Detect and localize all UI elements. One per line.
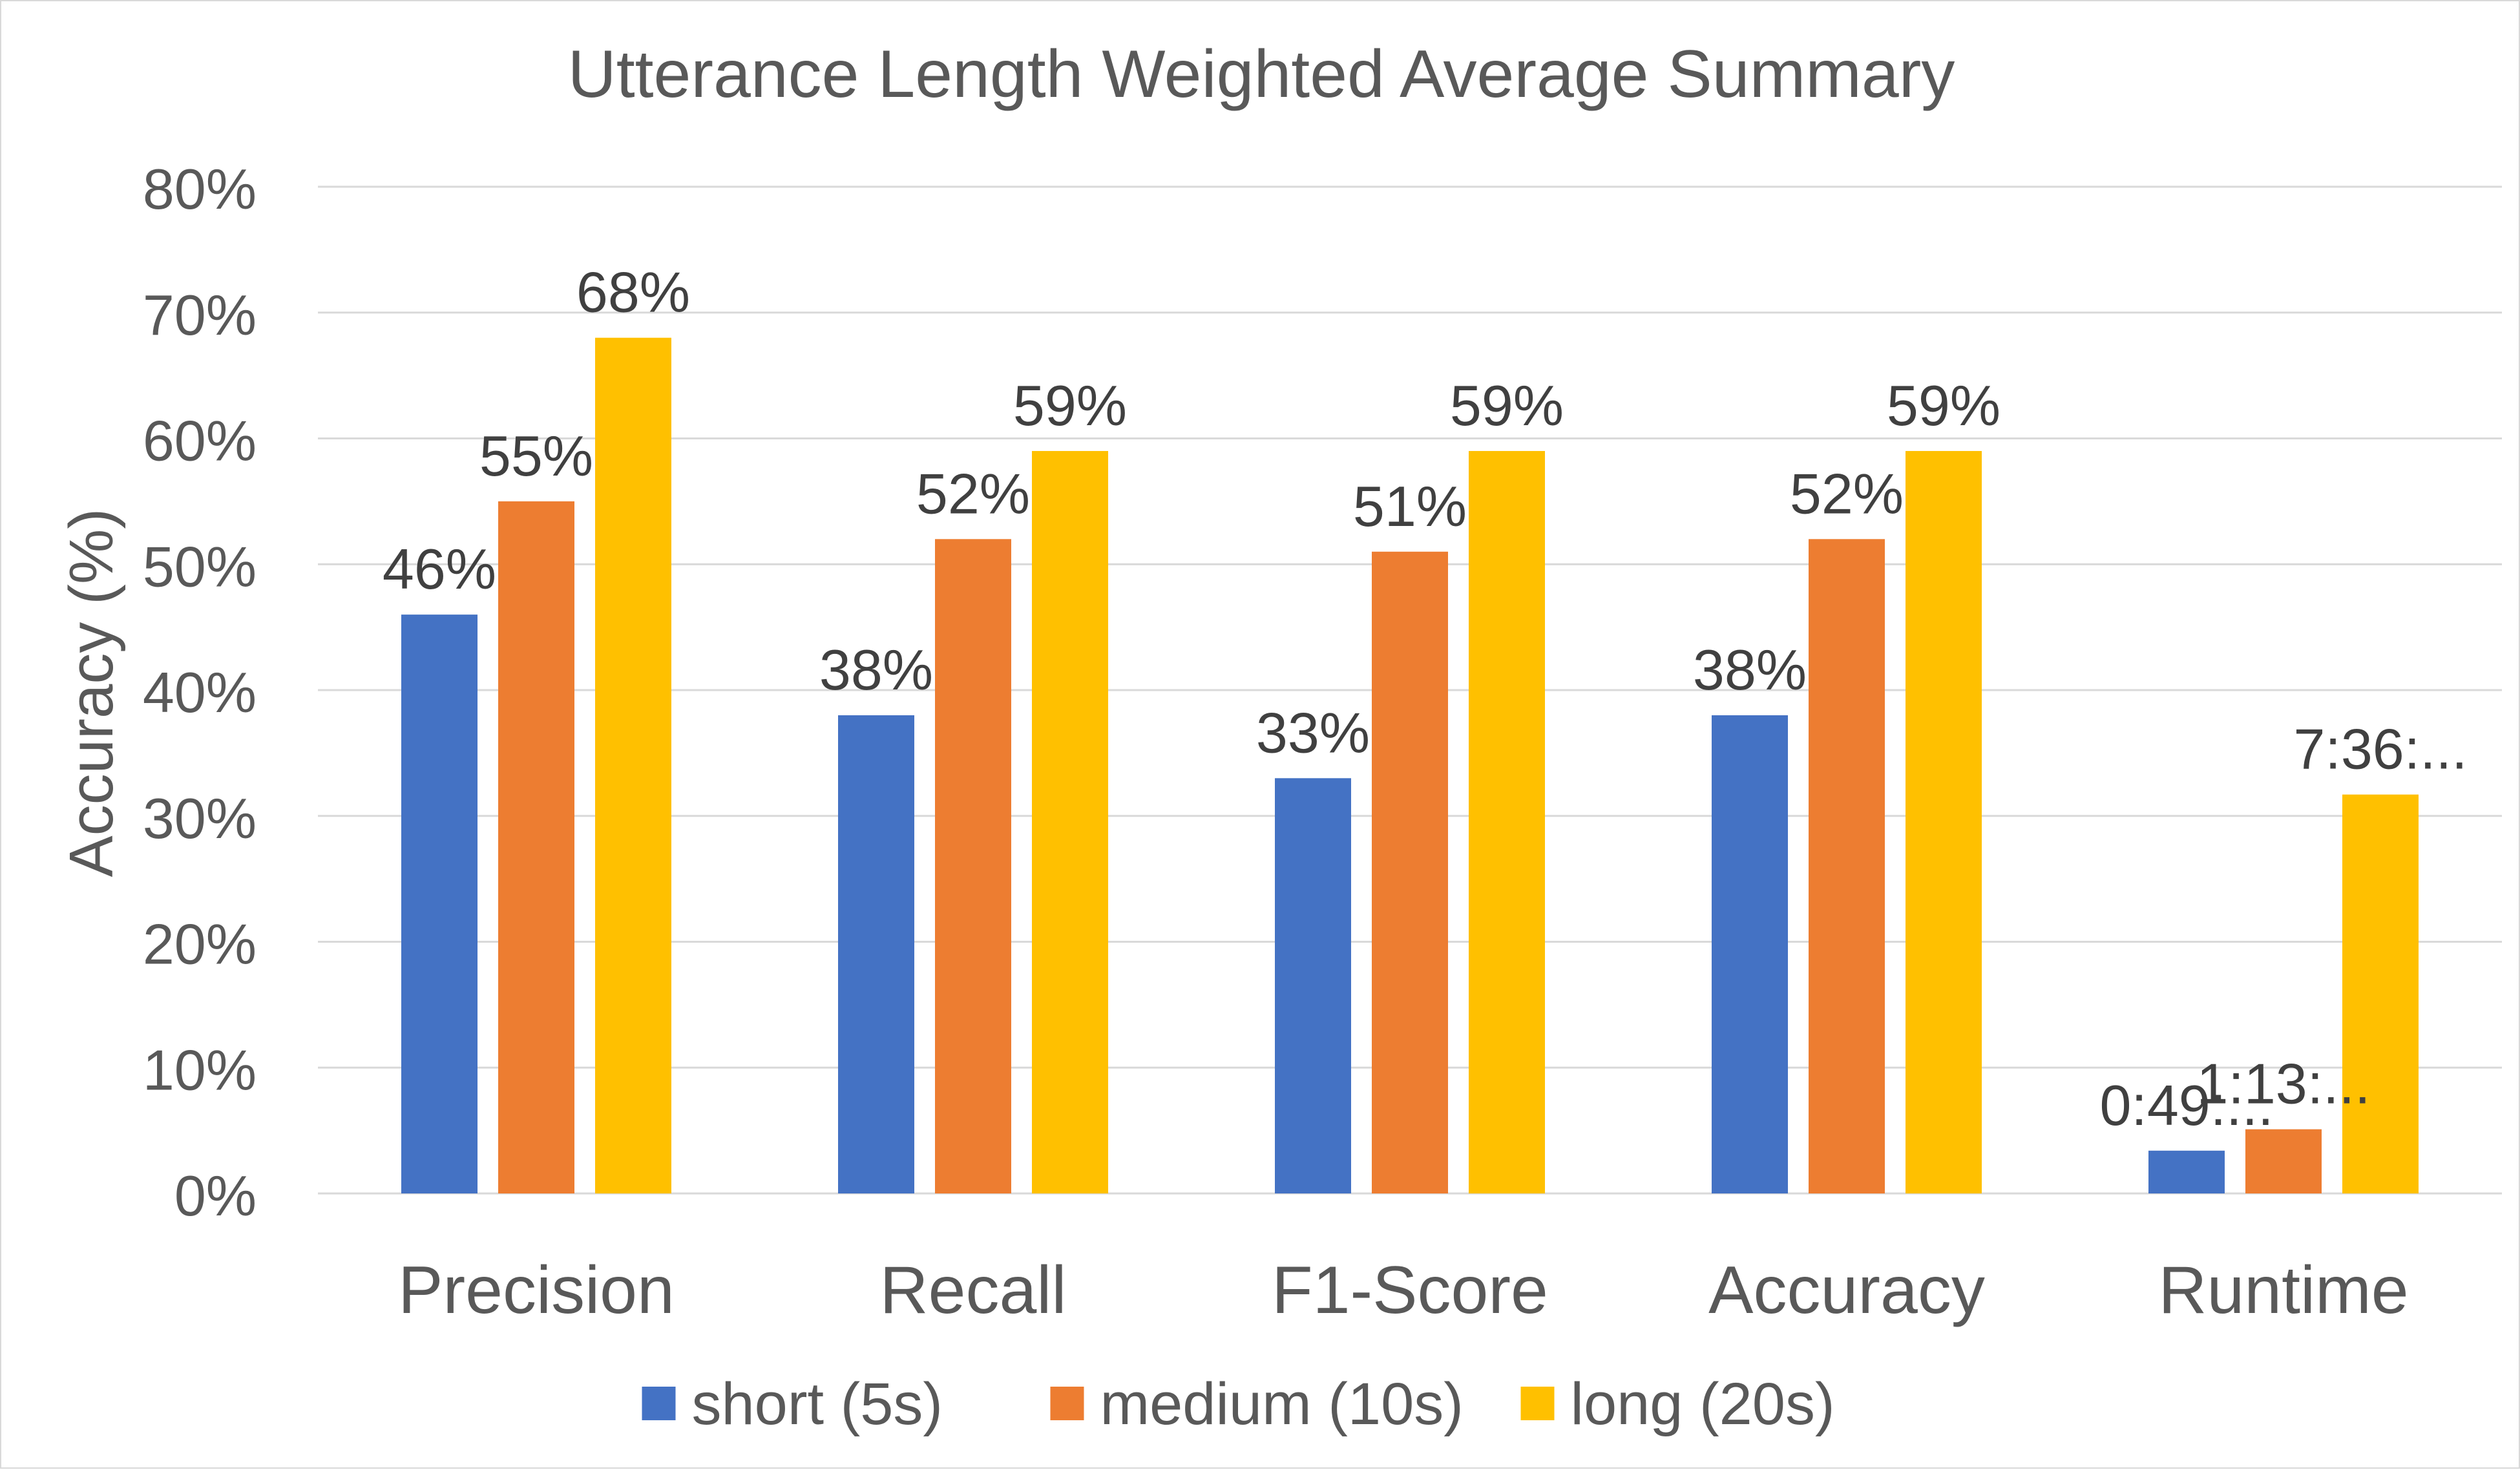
data-label: 46% (383, 537, 496, 601)
legend-swatch (1050, 1387, 1084, 1420)
bar (2148, 1150, 2225, 1193)
y-tick-label: 70% (143, 283, 257, 347)
y-tick-label: 0% (174, 1164, 257, 1228)
y-tick-label: 60% (143, 409, 257, 473)
x-tick-label: Accuracy (1708, 1253, 1985, 1328)
data-label: 33% (1256, 700, 1370, 764)
x-tick-label: Runtime (2158, 1253, 2408, 1328)
data-label: 7:36:... (2293, 717, 2467, 781)
y-tick-label: 10% (143, 1038, 257, 1102)
y-tick-label: 80% (143, 157, 257, 221)
data-label: 68% (576, 260, 690, 324)
legend-label: medium (10s) (1100, 1371, 1464, 1437)
legend-swatch (642, 1387, 676, 1420)
bar (1469, 450, 1545, 1193)
data-label: 59% (1887, 373, 2000, 437)
bar (935, 539, 1011, 1193)
bar (1372, 551, 1448, 1193)
data-label: 0:49:... (2099, 1073, 2273, 1137)
y-tick-label: 50% (143, 534, 257, 598)
legend: short (5s) medium (10s) long (20s) (642, 1371, 1835, 1437)
bar (2245, 1129, 2322, 1193)
data-label: 52% (1790, 461, 1904, 525)
legend-swatch (1520, 1387, 1555, 1420)
y-tick-label: 30% (143, 786, 257, 850)
bar (401, 614, 478, 1193)
bar (2342, 794, 2419, 1193)
data-label: 38% (819, 638, 933, 702)
bar (1032, 450, 1108, 1193)
x-tick-label: Recall (880, 1253, 1067, 1328)
bar (595, 337, 671, 1194)
bar (1712, 715, 1788, 1193)
legend-label: long (20s) (1571, 1371, 1835, 1437)
x-axis-ticks: Precision Recall F1-Score Accuracy Runtime (398, 1253, 2409, 1328)
chart-title: Utterance Length Weighted Average Summar… (568, 37, 1955, 112)
bar (1275, 778, 1351, 1193)
y-axis-ticks: 0% 10% 20% 30% 40% 50% 60% 70% 80% (143, 157, 257, 1228)
data-label: 38% (1693, 638, 1807, 702)
y-axis-label: Accuracy (%) (57, 509, 126, 877)
bars (401, 337, 2419, 1194)
x-tick-label: F1-Score (1272, 1253, 1548, 1328)
bar (498, 501, 574, 1193)
bar (1906, 450, 1982, 1193)
bar (1809, 539, 1885, 1193)
data-label: 1:13:... (2196, 1052, 2370, 1116)
legend-label: short (5s) (692, 1371, 943, 1437)
data-label: 59% (1450, 373, 1564, 437)
x-tick-label: Precision (398, 1253, 675, 1328)
data-label: 55% (479, 424, 593, 488)
data-label: 52% (916, 461, 1030, 525)
y-tick-label: 40% (143, 660, 257, 724)
data-labels: 46% 55% 68% 38% 52% 59% 33% 51% 59% 38% 52% 59% 0:49… (383, 260, 2468, 1137)
y-tick-label: 20% (143, 912, 257, 976)
data-label: 51% (1353, 474, 1467, 538)
data-label: 59% (1013, 373, 1127, 437)
bar (838, 715, 914, 1193)
